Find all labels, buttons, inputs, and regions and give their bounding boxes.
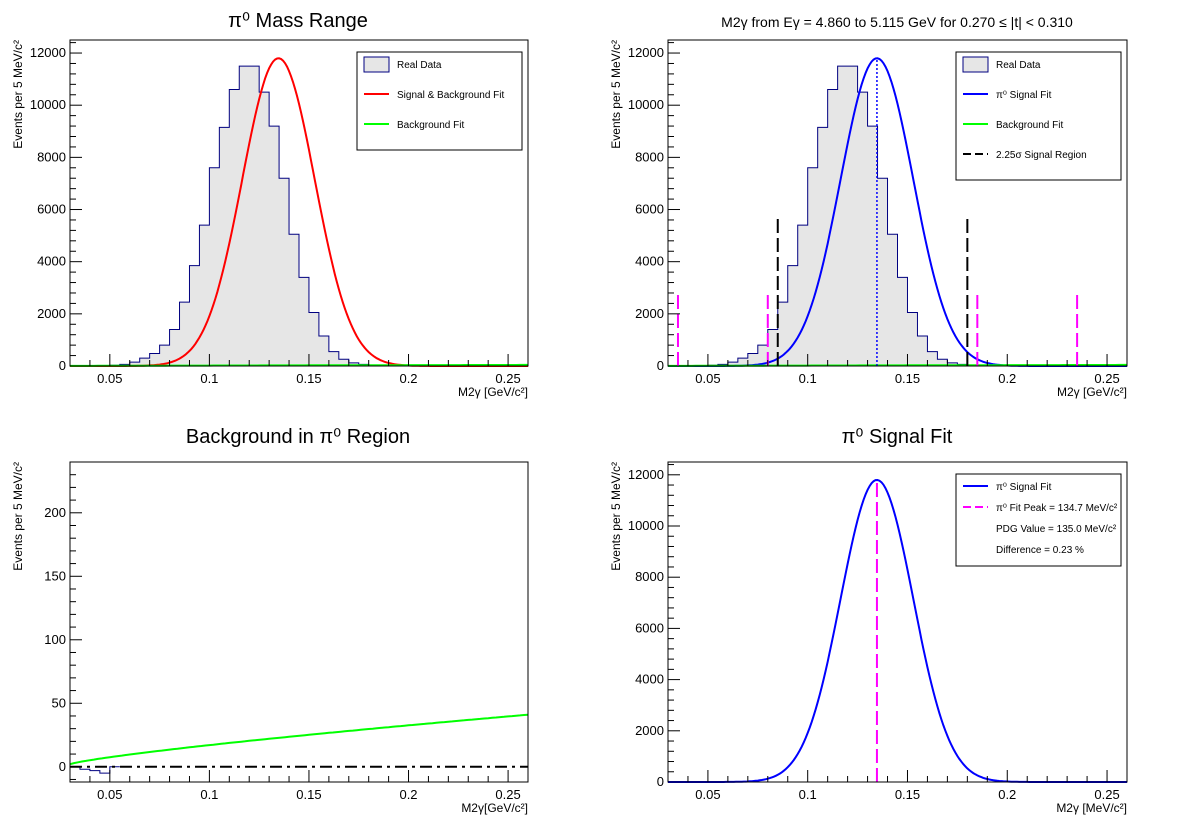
x-tick-label: 0.2 [998,371,1016,386]
y-tick-label: 12000 [628,45,664,60]
y-tick-label: 0 [657,358,664,373]
chart-panel-1: π⁰ Mass Range 0.05 0.1 0.15 0.2 0.25 0 2000 4000… [11,10,529,399]
x-tick-label: 0.2 [399,371,417,386]
y-axis-title: Events per 5 MeV/c² [11,462,25,571]
x-tick-label: 0.05 [97,787,122,802]
y-tick-label: 50 [52,695,66,710]
y-tick-label: 6000 [37,202,66,217]
x-tick-label: 0.1 [200,371,218,386]
histogram-outline [707,65,978,366]
y-axis-title: Events per 5 MeV/c² [11,40,25,149]
y-tick-label: 6000 [635,620,664,635]
y-axis-title: Events per 5 MeV/c² [609,40,623,149]
y-tick-label: 100 [44,632,66,647]
y-tick-label: 2000 [37,306,66,321]
legend-entry: π⁰ Fit Peak = 134.7 MeV/c² [996,503,1118,514]
y-tick-label: 12000 [628,467,664,482]
histogram-fill [707,66,978,366]
x-tick-label: 0.05 [97,371,122,386]
y-tick-label: 8000 [635,569,664,584]
legend: Real Data π⁰ Signal Fit Background Fit 2.25… [955,51,1122,181]
x-tick-label: 0.15 [895,787,920,802]
x-tick-label: 0.05 [695,787,720,802]
legend-entry: Real Data [996,60,1041,71]
chart-title: Background in π⁰ Region [186,426,410,448]
y-tick-label: 4000 [37,254,66,269]
y-tick-label: 8000 [635,149,664,164]
legend-entry: PDG Value = 135.0 MeV/c² [996,524,1117,535]
y-tick-label: 2000 [635,723,664,738]
x-tick-label: 0.2 [399,787,417,802]
legend: Real Data Signal & Background Fit Backgrou… [356,51,523,151]
legend-box [955,51,1122,181]
x-tick-label: 0.05 [695,371,720,386]
legend-entry: Signal & Background Fit [397,90,505,101]
y-tick-label: 10000 [628,97,664,112]
legend-box [955,473,1122,567]
plot-frame [69,461,529,783]
x-axis-title: M2γ [MeV/c²] [1056,801,1127,815]
legend-entry: π⁰ Signal Fit [996,90,1052,101]
chart-title: π⁰ Mass Range [228,10,368,32]
legend-entry: Real Data [397,60,442,71]
y-tick-label: 12000 [30,45,66,60]
y-tick-label: 4000 [635,672,664,687]
y-tick-label: 4000 [635,254,664,269]
chart-panel-3: Background in π⁰ Region 0.05 0.1 0.15 0.2 0.2… [11,426,529,815]
plot-frame [667,461,1128,783]
y-tick-label: 0 [59,759,66,774]
x-tick-label: 0.25 [495,371,520,386]
x-axis-title: M2γ [GeV/c²] [1057,385,1127,399]
plot-frame [69,39,529,367]
chart-title: π⁰ Signal Fit [842,426,953,448]
y-tick-label: 0 [657,774,664,789]
x-tick-label: 0.15 [296,371,321,386]
legend-entry: π⁰ Signal Fit [996,482,1052,493]
plot-frame [667,39,1128,367]
x-tick-label: 0.25 [1094,371,1119,386]
y-axis-title: Events per 5 MeV/c² [609,462,623,571]
x-tick-label: 0.1 [200,787,218,802]
histogram-fill [109,66,379,366]
x-tick-label: 0.1 [799,371,817,386]
x-tick-label: 0.25 [495,787,520,802]
x-axis-title: M2γ [GeV/c²] [458,385,528,399]
y-tick-label: 2000 [635,306,664,321]
background-fit-line [69,713,529,766]
legend-entry: 2.25σ Signal Region [996,150,1087,161]
x-axis-title: M2γ[GeV/c²] [461,801,528,815]
x-tick-label: 0.15 [296,787,321,802]
legend-swatch-box [363,56,390,73]
x-tick-label: 0.1 [799,787,817,802]
legend-entry: Background Fit [397,120,464,131]
y-tick-label: 150 [44,568,66,583]
chart-panel-4: π⁰ Signal Fit 0.05 0.1 0.15 0.2 0.25 0 2000 4000… [609,426,1128,815]
x-tick-label: 0.15 [895,371,920,386]
legend-entry: Difference = 0.23 % [996,545,1084,556]
y-tick-label: 8000 [37,149,66,164]
y-tick-label: 200 [44,505,66,520]
histogram-outline [70,766,120,774]
y-tick-label: 10000 [628,518,664,533]
x-tick-label: 0.25 [1094,787,1119,802]
legend: π⁰ Signal Fit π⁰ Fit Peak = 134.7 MeV/c² P… [955,473,1122,567]
chart-panel-2: M2γ from Eγ = 4.860 to 5.115 GeV for 0.2… [609,14,1128,399]
legend-swatch-box [962,56,989,73]
histogram-outline [109,65,380,366]
legend-entry: Background Fit [996,120,1063,131]
y-tick-label: 10000 [30,97,66,112]
y-tick-label: 6000 [635,202,664,217]
y-tick-label: 0 [59,358,66,373]
x-tick-label: 0.2 [998,787,1016,802]
chart-title: M2γ from Eγ = 4.860 to 5.115 GeV for 0.2… [721,14,1073,30]
